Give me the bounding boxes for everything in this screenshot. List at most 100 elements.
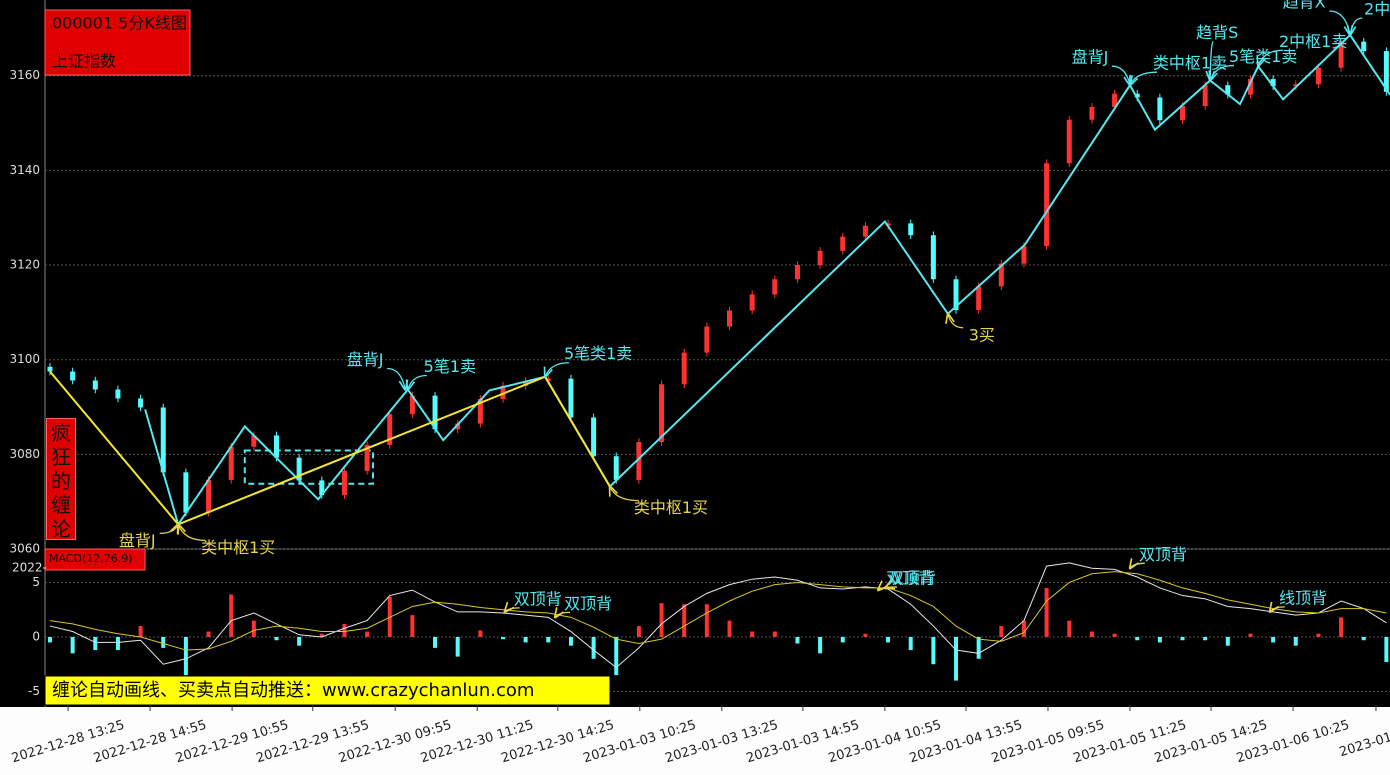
- macd-tick-label: 0: [32, 629, 40, 643]
- macd-bar: [1339, 617, 1344, 637]
- macd-bar: [863, 633, 868, 637]
- annotation-label: 双顶背: [886, 569, 934, 588]
- candle-body: [409, 395, 415, 415]
- macd-bar: [297, 636, 302, 646]
- annotation-arrow: [387, 367, 405, 390]
- annotation-label: 双顶背: [1139, 545, 1187, 564]
- macd-bar: [1293, 636, 1298, 646]
- y-tick-label: 3140: [9, 163, 40, 177]
- candle-body: [319, 480, 325, 496]
- pivot-zone: [243, 449, 374, 485]
- candle-body: [296, 457, 302, 481]
- annotation-label: 双顶背: [514, 589, 562, 608]
- annotation-label: 趋背S: [1196, 23, 1238, 42]
- annotation-arrow: [1130, 563, 1145, 568]
- candle-body: [681, 352, 687, 385]
- candle-body: [160, 407, 166, 473]
- candle-body: [1293, 84, 1299, 87]
- macd-bar: [138, 626, 143, 637]
- macd-bar: [704, 604, 709, 637]
- stroke-line: [609, 33, 1390, 488]
- candle-body: [659, 384, 665, 443]
- macd-bar: [274, 636, 279, 641]
- macd-bar: [976, 636, 981, 659]
- annotation-label: 盘背J: [119, 531, 156, 550]
- candle-body: [432, 395, 438, 430]
- candle-body: [92, 380, 98, 390]
- macd-bar: [1157, 636, 1162, 643]
- macd-bar: [1112, 633, 1117, 637]
- macd-bar: [161, 636, 166, 648]
- candle-body: [341, 470, 347, 496]
- annotation-arrow: [505, 608, 520, 612]
- annotation-label: 类中枢1买: [634, 498, 708, 517]
- candle-body: [1202, 85, 1208, 107]
- chart-title: 000001 5分K线图: [52, 14, 187, 33]
- candle-body: [1270, 79, 1276, 87]
- candle-body: [1180, 106, 1186, 121]
- macd-bar: [115, 636, 120, 651]
- annotation-label: 2中枢1卖: [1279, 32, 1347, 51]
- candle-body: [908, 223, 914, 236]
- annotation-label: 线顶背: [1279, 588, 1327, 607]
- macd-bar: [1135, 636, 1140, 641]
- macd-bar: [523, 636, 528, 643]
- macd-bar: [410, 615, 415, 637]
- macd-bar: [614, 636, 619, 676]
- annotation-label: 盘背J: [347, 350, 384, 369]
- y-tick-label: 3080: [9, 447, 40, 461]
- annotation-label: 趋背X: [1283, 0, 1326, 12]
- annotation-arrow: [610, 487, 638, 502]
- macd-bar: [1384, 636, 1389, 663]
- macd-bar: [568, 636, 573, 646]
- macd-bar: [1248, 633, 1253, 637]
- macd-bar: [365, 631, 370, 637]
- candle-body: [523, 380, 529, 386]
- annotation-arrow: [178, 524, 206, 542]
- macd-bar: [682, 604, 687, 637]
- macd-bar: [70, 636, 75, 654]
- macd-bar: [659, 603, 664, 637]
- macd-bar: [1271, 636, 1276, 643]
- macd-bar: [1089, 631, 1094, 637]
- candle-body: [183, 472, 189, 513]
- macd-bar: [1361, 636, 1366, 641]
- annotation-label: 类中枢1卖: [1153, 54, 1227, 73]
- annotation-label: 双顶背: [888, 568, 936, 587]
- annotation-label: 3买: [969, 325, 995, 344]
- macd-bar: [1225, 636, 1230, 646]
- candle-body: [636, 442, 642, 480]
- candle-body: [455, 423, 461, 430]
- chart-subtitle: 上证指数: [52, 52, 116, 71]
- macd-bar: [342, 623, 347, 637]
- title-box: [44, 9, 191, 76]
- macd-title: MACD(12,26,9): [49, 552, 133, 565]
- candle-body: [1383, 51, 1389, 92]
- macd-bar: [93, 636, 98, 651]
- annotation-arrow: [1258, 49, 1283, 66]
- candle-body: [976, 286, 982, 310]
- macd-bar: [818, 636, 823, 654]
- annotation-label: 2中: [1364, 0, 1390, 19]
- candle-body: [228, 446, 234, 480]
- candle-body: [1066, 119, 1072, 164]
- annotation-arrow: [948, 314, 964, 329]
- footer-box: [44, 675, 611, 706]
- macd-dea-line: [49, 571, 1387, 651]
- candle-body: [1361, 41, 1367, 52]
- side-label: 疯狂的缠论: [46, 418, 76, 541]
- candle-body: [251, 435, 257, 447]
- macd-bar: [1067, 620, 1072, 637]
- macd-bar: [1021, 620, 1026, 637]
- macd-bar: [47, 636, 52, 643]
- annotation-arrow: [555, 612, 570, 617]
- candle-body: [1021, 246, 1027, 264]
- candle-body: [930, 235, 936, 280]
- annotation-arrow: [1210, 64, 1235, 80]
- candle-body: [545, 378, 551, 381]
- macd-bar: [546, 636, 551, 643]
- candle-body: [387, 414, 393, 445]
- macd-bar: [183, 636, 188, 676]
- candle-body: [998, 263, 1004, 287]
